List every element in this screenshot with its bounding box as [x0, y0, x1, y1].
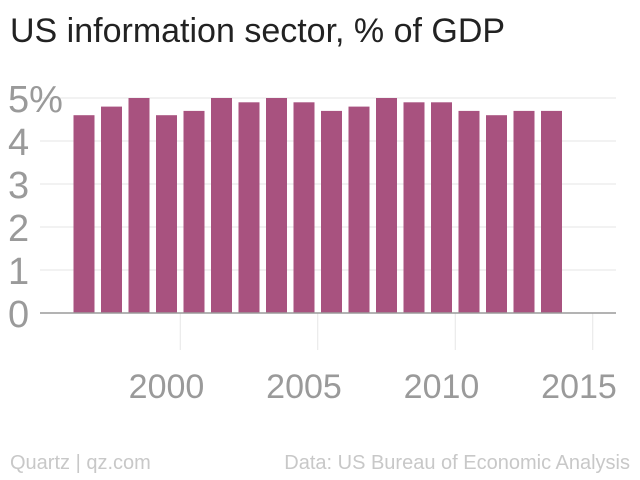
bar-2000: [156, 115, 177, 313]
y-tick-label: 2: [8, 208, 29, 250]
x-tick-label: 2010: [404, 368, 480, 406]
bar-2008: [376, 98, 397, 313]
x-tick-label: 2005: [266, 368, 342, 406]
x-tick-label: 2015: [541, 368, 617, 406]
bar-2010: [431, 102, 452, 313]
chart-title: US information sector, % of GDP: [10, 12, 506, 50]
y-tick-label: 3: [8, 165, 29, 207]
bar-1997: [73, 115, 95, 313]
bar-2013: [513, 110, 535, 314]
bars: [73, 98, 562, 314]
bar-2014: [541, 110, 562, 314]
bar-2006: [321, 110, 342, 314]
bar-2004: [266, 98, 287, 313]
bar-1999: [128, 98, 150, 313]
bar-2007: [348, 106, 370, 313]
y-tick-label: 5%: [8, 79, 63, 121]
footer-credit: Quartz | qz.com: [10, 452, 151, 474]
bar-2005: [293, 102, 315, 313]
bar-2003: [238, 102, 260, 313]
bar-2009: [403, 102, 425, 313]
bar-2002: [211, 98, 232, 313]
y-tick-label: 4: [8, 122, 29, 164]
bar-1998: [101, 106, 122, 313]
y-tick-label: 0: [8, 294, 29, 336]
y-tick-label: 1: [8, 251, 29, 293]
footer-source: Data: US Bureau of Economic Analysis: [284, 452, 630, 474]
bar-2001: [183, 110, 205, 314]
bar-2012: [486, 115, 507, 313]
x-tick-label: 2000: [129, 368, 205, 406]
bar-2011: [458, 110, 480, 314]
x-tick-labels: 2000 2005 2010 2015: [129, 368, 617, 406]
